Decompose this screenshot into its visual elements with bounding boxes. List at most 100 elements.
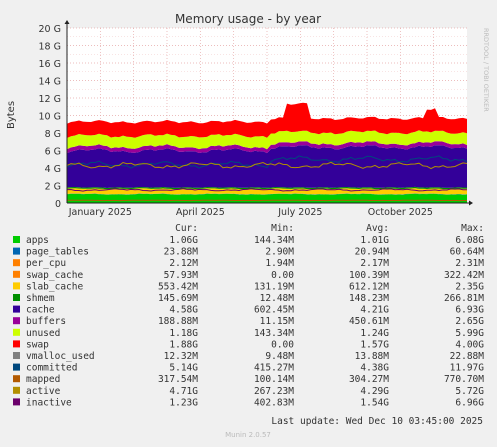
area-apps [67,194,467,203]
legend-swatch-buffers [13,317,20,324]
legend-avg-per_cpu: 2.17M [360,258,389,269]
legend-min-vmalloc_used: 9.48M [265,351,294,362]
legend-avg-unused: 1.24G [360,328,389,339]
legend-max-shmem: 266.81M [444,293,484,304]
last-update: Last update: Wed Dec 10 03:45:00 2025 [271,416,483,427]
legend-max-unused: 5.99G [455,328,484,339]
legend-cur-committed: 5.14G [169,363,198,374]
legend-min-shmem: 12.48M [260,293,295,304]
legend-name-mapped: mapped [26,374,60,385]
legend-avg-buffers: 450.61M [349,316,389,327]
legend-avg-shmem: 148.23M [349,293,389,304]
legend-swatch-shmem [13,294,20,301]
legend-swatch-slab_cache [13,282,20,289]
y-tick-label: 10 G [39,112,61,123]
legend-swatch-per_cpu [13,259,20,266]
legend-name-cache: cache [26,305,55,316]
y-tick-label: 4 G [45,164,61,175]
legend-name-shmem: shmem [26,293,55,304]
legend-swatch-page_tables [13,248,20,255]
y-tick-label: 16 G [39,59,61,70]
legend-name-committed: committed [26,363,77,374]
legend-header-cur: Cur: [175,223,198,234]
legend-avg-swap: 1.57G [360,339,389,350]
x-tick-label: July 2025 [277,207,322,218]
legend-name-per_cpu: per_cpu [26,258,66,269]
y-tick-label: 20 G [39,24,61,35]
x-axis-arrow [469,201,473,206]
legend-min-unused: 143.34M [254,328,294,339]
legend-max-vmalloc_used: 22.88M [450,351,485,362]
legend-header-avg: Avg: [366,223,389,234]
legend-name-unused: unused [26,328,60,339]
legend-name-apps: apps [26,235,49,246]
y-tick-label: 2 G [45,182,61,193]
legend-cur-per_cpu: 2.12M [169,258,198,269]
y-tick-label: 14 G [39,77,61,88]
legend-cur-page_tables: 23.88M [164,247,199,258]
legend-avg-apps: 1.01G [360,235,389,246]
legend-max-buffers: 2.65G [455,316,484,327]
legend-name-slab_cache: slab_cache [26,281,83,292]
legend-max-committed: 11.97G [450,363,485,374]
y-axis-arrow [65,20,70,24]
legend-name-swap_cache: swap_cache [26,270,83,281]
legend-min-cache: 602.45M [254,305,294,316]
legend-cur-mapped: 317.54M [158,374,198,385]
legend-max-cache: 6.93G [455,305,484,316]
legend-cur-apps: 1.06G [169,235,198,246]
legend-name-buffers: buffers [26,316,66,327]
legend-header-min: Min: [271,223,294,234]
legend-avg-committed: 4.38G [360,363,389,374]
legend-cur-cache: 4.58G [169,305,198,316]
rrdtool-credit: RRDTOOL / TOBI OETIKER [482,28,490,112]
legend-swatch-swap [13,340,20,347]
legend-min-page_tables: 2.90M [265,247,294,258]
x-tick-label: October 2025 [368,207,433,218]
legend-min-apps: 144.34M [254,235,294,246]
legend-min-active: 267.23M [254,386,294,397]
legend-max-inactive: 6.96G [455,397,484,408]
legend-avg-mapped: 304.27M [349,374,389,385]
y-tick-label: 6 G [45,147,61,158]
legend-cur-swap: 1.88G [169,339,198,350]
legend-cur-unused: 1.18G [169,328,198,339]
legend-min-per_cpu: 1.94M [265,258,294,269]
legend-swatch-unused [13,329,20,336]
legend-min-swap_cache: 0.00 [271,270,294,281]
y-tick-label: 8 G [45,129,61,140]
legend-avg-active: 4.29G [360,386,389,397]
legend-min-mapped: 100.14M [254,374,294,385]
legend-min-committed: 415.27M [254,363,294,374]
legend-cur-buffers: 188.88M [158,316,198,327]
legend-swatch-swap_cache [13,271,20,278]
legend-name-active: active [26,386,61,397]
legend-name-inactive: inactive [26,397,72,408]
legend-max-per_cpu: 2.31M [455,258,484,269]
legend-avg-vmalloc_used: 13.88M [355,351,390,362]
y-axis-label: Bytes [6,101,17,129]
x-tick-label: April 2025 [176,207,225,218]
legend-avg-cache: 4.21G [360,305,389,316]
legend-name-swap: swap [26,339,49,350]
chart-title: Memory usage - by year [175,12,321,26]
legend-name-page_tables: page_tables [26,247,89,258]
legend-avg-slab_cache: 612.12M [349,281,389,292]
legend-avg-swap_cache: 100.39M [349,270,389,281]
legend-cur-inactive: 1.23G [169,397,198,408]
legend-max-page_tables: 60.64M [450,247,485,258]
y-tick-label: 0 [55,199,61,210]
legend-max-slab_cache: 2.35G [455,281,484,292]
legend-swatch-apps [13,236,20,243]
legend-cur-slab_cache: 553.42M [158,281,198,292]
legend-max-swap: 4.00G [455,339,484,350]
legend-name-vmalloc_used: vmalloc_used [26,351,95,362]
legend-swatch-vmalloc_used [13,352,20,359]
legend-swatch-cache [13,306,20,313]
legend-max-apps: 6.08G [455,235,484,246]
munin-version: Munin 2.0.57 [225,431,271,439]
x-tick-label: January 2025 [68,207,132,218]
